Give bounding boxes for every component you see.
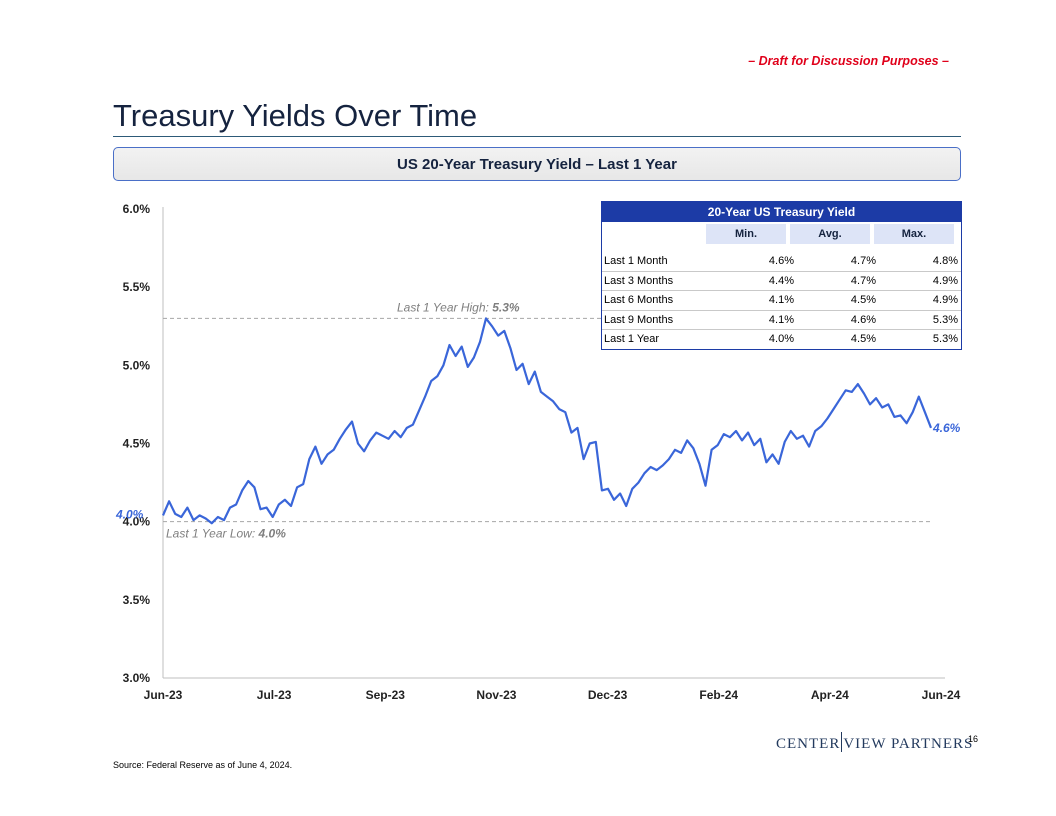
high-annotation: Last 1 Year High: 5.3% — [397, 300, 520, 314]
y-tick-label: 3.0% — [123, 671, 151, 685]
x-tick-label: Dec-23 — [588, 688, 628, 702]
table-row: Last 6 Months 4.1% 4.5% 4.9% — [602, 290, 961, 310]
x-tick-label: Apr-24 — [811, 688, 849, 702]
cell-avg: 4.5% — [850, 294, 876, 306]
end-value-label: 4.6% — [932, 421, 961, 435]
cell-max: 5.3% — [932, 313, 958, 326]
y-tick-label: 6.0% — [123, 202, 151, 216]
cell-min: 4.4% — [768, 274, 794, 287]
logo-right-text: VIEW PARTNERS — [843, 736, 974, 752]
cell-max: 5.3% — [932, 333, 958, 345]
table-row: Last 3 Months 4.4% 4.7% 4.9% — [602, 270, 961, 291]
logo-left-text: CENTER — [776, 736, 841, 752]
column-header-min: Min. — [706, 224, 786, 244]
chart-banner: US 20-Year Treasury Yield – Last 1 Year — [113, 147, 961, 181]
stats-table-title: 20-Year US Treasury Yield — [602, 202, 961, 222]
cell-min: 4.6% — [768, 255, 794, 267]
cell-max: 4.9% — [932, 294, 958, 306]
table-row: Last 9 Months 4.1% 4.6% 5.3% — [602, 309, 961, 330]
cell-avg: 4.6% — [850, 313, 876, 326]
x-tick-label: Nov-23 — [476, 688, 516, 702]
y-tick-label: 3.5% — [123, 593, 151, 607]
stats-table-body: Last 1 Month 4.6% 4.7% 4.8% Last 3 Month… — [602, 252, 961, 349]
stats-table-header: Min. Avg. Max. — [602, 222, 961, 246]
start-value-label: 4.0% — [115, 507, 144, 521]
logo-separator — [841, 732, 843, 752]
y-tick-label: 4.0% — [123, 515, 151, 529]
title-divider — [113, 136, 961, 137]
cell-max: 4.9% — [932, 274, 958, 287]
cell-min: 4.1% — [768, 313, 794, 326]
high-annotation-value: 5.3% — [492, 300, 520, 314]
low-annotation-label: Last 1 Year Low: — [166, 527, 259, 541]
cell-avg: 4.7% — [850, 274, 876, 287]
table-row: Last 1 Month 4.6% 4.7% 4.8% — [602, 252, 961, 271]
cell-max: 4.8% — [932, 255, 958, 267]
low-annotation: Last 1 Year Low: 4.0% — [166, 527, 286, 541]
column-header-max: Max. — [874, 224, 954, 244]
high-annotation-label: Last 1 Year High: — [397, 300, 492, 314]
stats-table: 20-Year US Treasury Yield Min. Avg. Max.… — [601, 201, 962, 350]
row-label: Last 1 Month — [604, 255, 668, 267]
page-title: Treasury Yields Over Time — [113, 98, 478, 133]
y-tick-label: 5.0% — [123, 358, 151, 372]
series-line — [161, 317, 933, 525]
cell-min: 4.1% — [768, 294, 794, 306]
row-label: Last 9 Months — [604, 313, 674, 326]
page-number: 16 — [968, 734, 979, 744]
x-tick-label: Sep-23 — [366, 688, 406, 702]
company-logo: CENTER VIEW PARTNERS — [776, 732, 973, 753]
source-note: Source: Federal Reserve as of June 4, 20… — [113, 760, 293, 770]
x-tick-label: Jun-23 — [144, 688, 183, 702]
table-row: Last 1 Year 4.0% 4.5% 5.3% — [602, 329, 961, 349]
row-label: Last 3 Months — [604, 274, 674, 287]
draft-label: – Draft for Discussion Purposes – — [748, 54, 949, 68]
x-tick-label: Jun-24 — [922, 688, 961, 702]
row-label: Last 6 Months — [604, 294, 674, 306]
cell-min: 4.0% — [768, 333, 794, 345]
x-tick-label: Jul-23 — [257, 688, 292, 702]
cell-avg: 4.7% — [850, 255, 876, 267]
row-label: Last 1 Year — [604, 333, 660, 345]
x-tick-label: Feb-24 — [699, 688, 738, 702]
y-tick-label: 5.5% — [123, 280, 151, 294]
column-header-avg: Avg. — [790, 224, 870, 244]
low-annotation-value: 4.0% — [258, 527, 287, 541]
cell-avg: 4.5% — [850, 333, 876, 345]
y-tick-label: 4.5% — [123, 437, 151, 451]
